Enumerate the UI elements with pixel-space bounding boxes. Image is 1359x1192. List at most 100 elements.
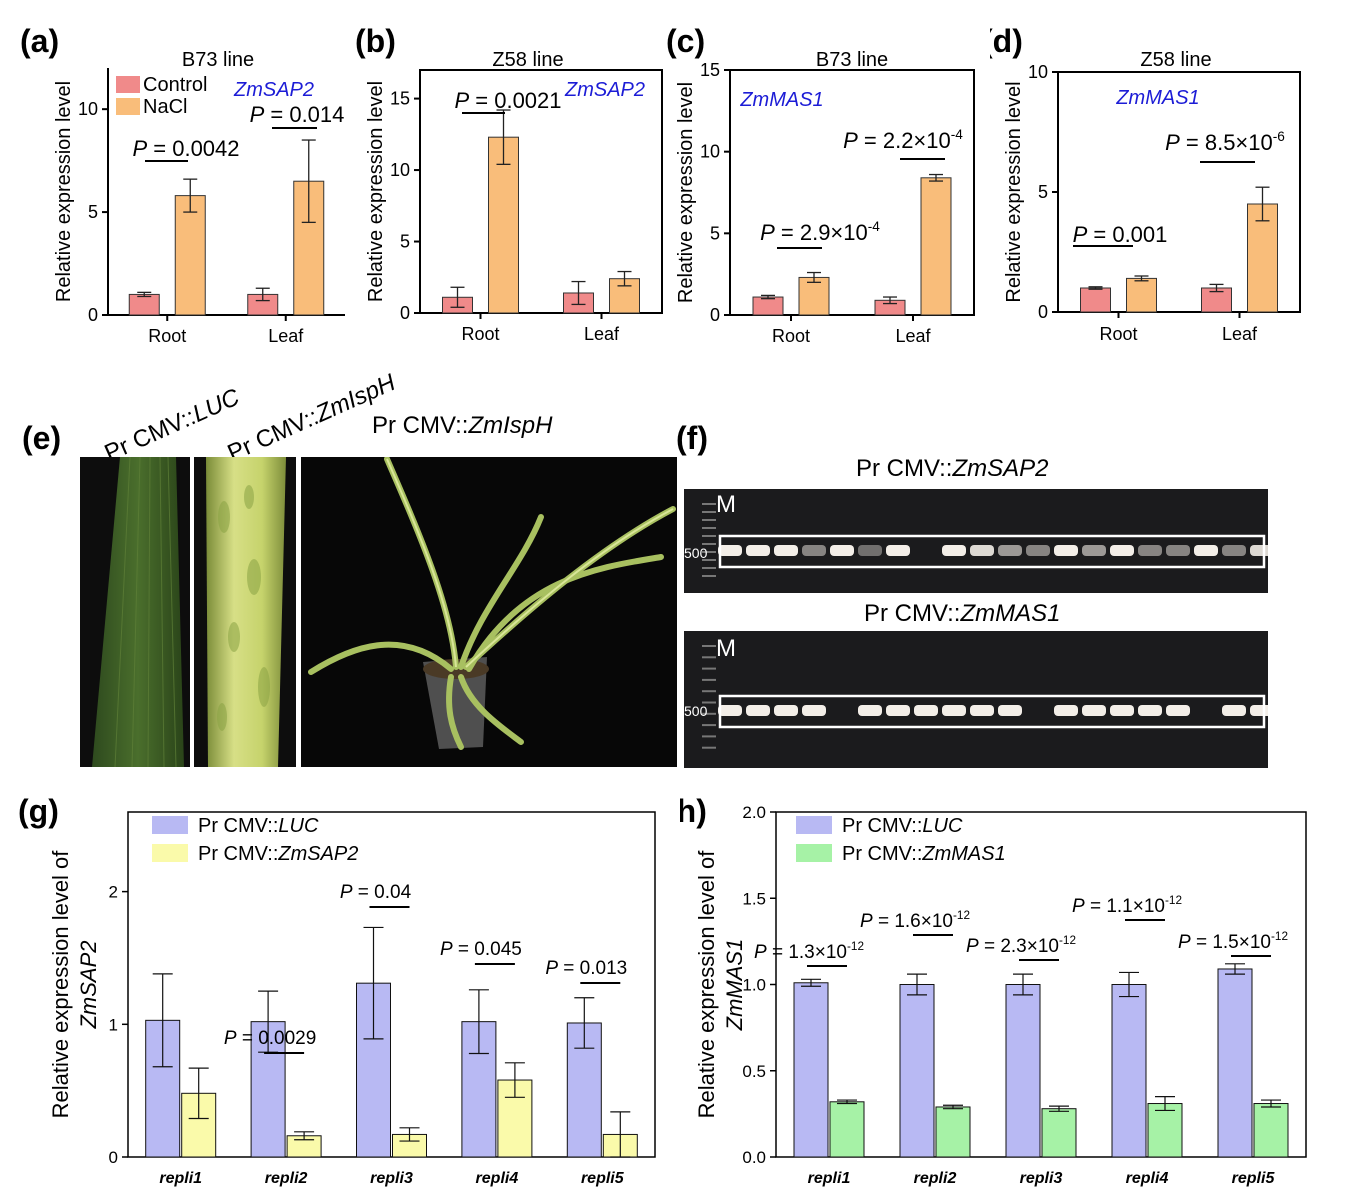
gel-band: [998, 545, 1022, 556]
legend-swatch: [796, 844, 832, 862]
p-value-label: P = 1.5×10-12: [1178, 930, 1288, 953]
p-value-label: P = 0.0029: [224, 1028, 316, 1049]
gel-band: [802, 705, 826, 716]
y-tick-label: 1.0: [742, 976, 766, 995]
bar: [356, 982, 391, 1158]
p-value-label: P = 0.001: [1073, 222, 1168, 247]
ladder-band: [702, 735, 716, 738]
panel-letter: (a): [20, 23, 59, 59]
ladder-band: [702, 551, 716, 553]
gel-band: [1138, 545, 1162, 556]
legend-label: Control: [143, 74, 207, 96]
label-plant-italic: ZmIspH: [468, 412, 553, 439]
ladder-band: [702, 559, 716, 561]
gel-band: [886, 545, 910, 556]
y-tick-label: 0: [710, 305, 720, 325]
gel2-title-italic: ZmMAS1: [960, 600, 1061, 627]
ladder-band: [702, 656, 716, 659]
gel-image-sap2: M 500: [684, 489, 1268, 593]
x-tick-label: repli3: [370, 1170, 413, 1187]
leaf-isph-image: [206, 457, 286, 767]
label-plant-plain: Pr CMV::: [372, 412, 469, 439]
gel-mas1-bands: [702, 645, 1268, 749]
x-tick-label: Root: [772, 326, 810, 346]
x-tick-label: Root: [1099, 324, 1137, 344]
p-value-label: P = 0.0042: [132, 136, 239, 161]
x-tick-label: repli4: [476, 1170, 519, 1187]
gel-band: [998, 705, 1022, 716]
bar: [798, 276, 830, 316]
y-tick-label: 10: [700, 142, 720, 162]
ladder-band: [702, 701, 716, 704]
gel-band: [1166, 705, 1190, 716]
highlight-box: [718, 534, 1266, 569]
ladder-band: [702, 535, 716, 537]
legend-label: Pr CMV::ZmSAP2: [198, 843, 358, 865]
ladder-band: [702, 678, 716, 681]
y-tick-label: 10: [1028, 62, 1048, 82]
gel-band: [1166, 545, 1190, 556]
ladder-band: [702, 746, 716, 749]
p-value-label: P = 0.04: [340, 882, 412, 903]
chart-title: Z58 line: [492, 49, 563, 71]
y-axis-label: Relative expression level: [675, 82, 697, 303]
y-axis-label-gene: ZmMAS1: [722, 939, 747, 1032]
y-tick-label: 0.0: [742, 1148, 766, 1167]
gel2-title-plain: Pr CMV::: [864, 600, 961, 627]
gel1-marker: M: [716, 491, 736, 518]
legend-label: Pr CMV::LUC: [198, 815, 319, 837]
gel2-title: Pr CMV::ZmMAS1: [864, 600, 1060, 628]
gel-band: [914, 705, 938, 716]
gel-band: [1110, 705, 1134, 716]
ladder-band: [702, 724, 716, 727]
p-value-label: P = 2.3×10-12: [966, 934, 1076, 957]
legend-swatch: [152, 844, 188, 862]
y-tick-label: 15: [390, 89, 410, 109]
ladder-band: [702, 667, 716, 670]
plant-photo: [301, 457, 677, 767]
gel-band: [886, 705, 910, 716]
x-tick-label: repli4: [1126, 1170, 1169, 1187]
bar: [488, 136, 519, 314]
gel-band: [774, 545, 798, 556]
chart-panel-g: (g) 0 1 2 Relative expression level of ZmSAP2…: [18, 793, 656, 1187]
gel-sap2-bands: [702, 503, 1268, 577]
leaf-photo-isph: [194, 457, 296, 767]
bar: [1126, 277, 1157, 313]
label-luc: Pr CMV::LUC: [101, 384, 244, 468]
x-tick-label: repli5: [1232, 1170, 1276, 1187]
y-tick-label: 10: [390, 160, 410, 180]
p-value-label: P = 0.0021: [454, 88, 561, 113]
y-tick-label: 5: [1038, 182, 1048, 202]
bar: [128, 293, 160, 316]
y-tick-label: 1.5: [742, 889, 766, 908]
p-value-label: P = 0.014: [250, 102, 345, 127]
ladder-band: [702, 511, 716, 513]
gel-band: [1222, 545, 1246, 556]
y-tick-label: 2.0: [742, 803, 766, 822]
p-value-label: P = 0.013: [545, 958, 627, 979]
p-value-label: P = 1.6×10-12: [860, 909, 970, 932]
gel-band: [1054, 705, 1078, 716]
gel-band: [1110, 545, 1134, 556]
panel-letter: (d): [990, 23, 1023, 59]
y-tick-label: 0: [88, 305, 98, 325]
panel-letter: (c): [666, 23, 705, 59]
y-tick-label: 1: [109, 1015, 118, 1034]
legend-label: Pr CMV::ZmMAS1: [842, 843, 1006, 865]
ladder-band: [702, 503, 716, 505]
p-value-label: P = 1.1×10-12: [1072, 894, 1182, 917]
y-axis-label: Relative expression level: [1003, 81, 1025, 302]
y-axis-label: Relative expression level: [53, 81, 75, 302]
bar: [174, 195, 206, 316]
bar: [1005, 984, 1041, 1158]
x-tick-label: Root: [461, 324, 499, 344]
y-tick-label: 5: [710, 223, 720, 243]
y-tick-label: 5: [88, 202, 98, 222]
gel-band: [1138, 705, 1162, 716]
plant-image: [308, 457, 676, 750]
gel-band: [1026, 545, 1050, 556]
gel-band: [1222, 705, 1246, 716]
x-tick-label: Leaf: [268, 326, 304, 346]
